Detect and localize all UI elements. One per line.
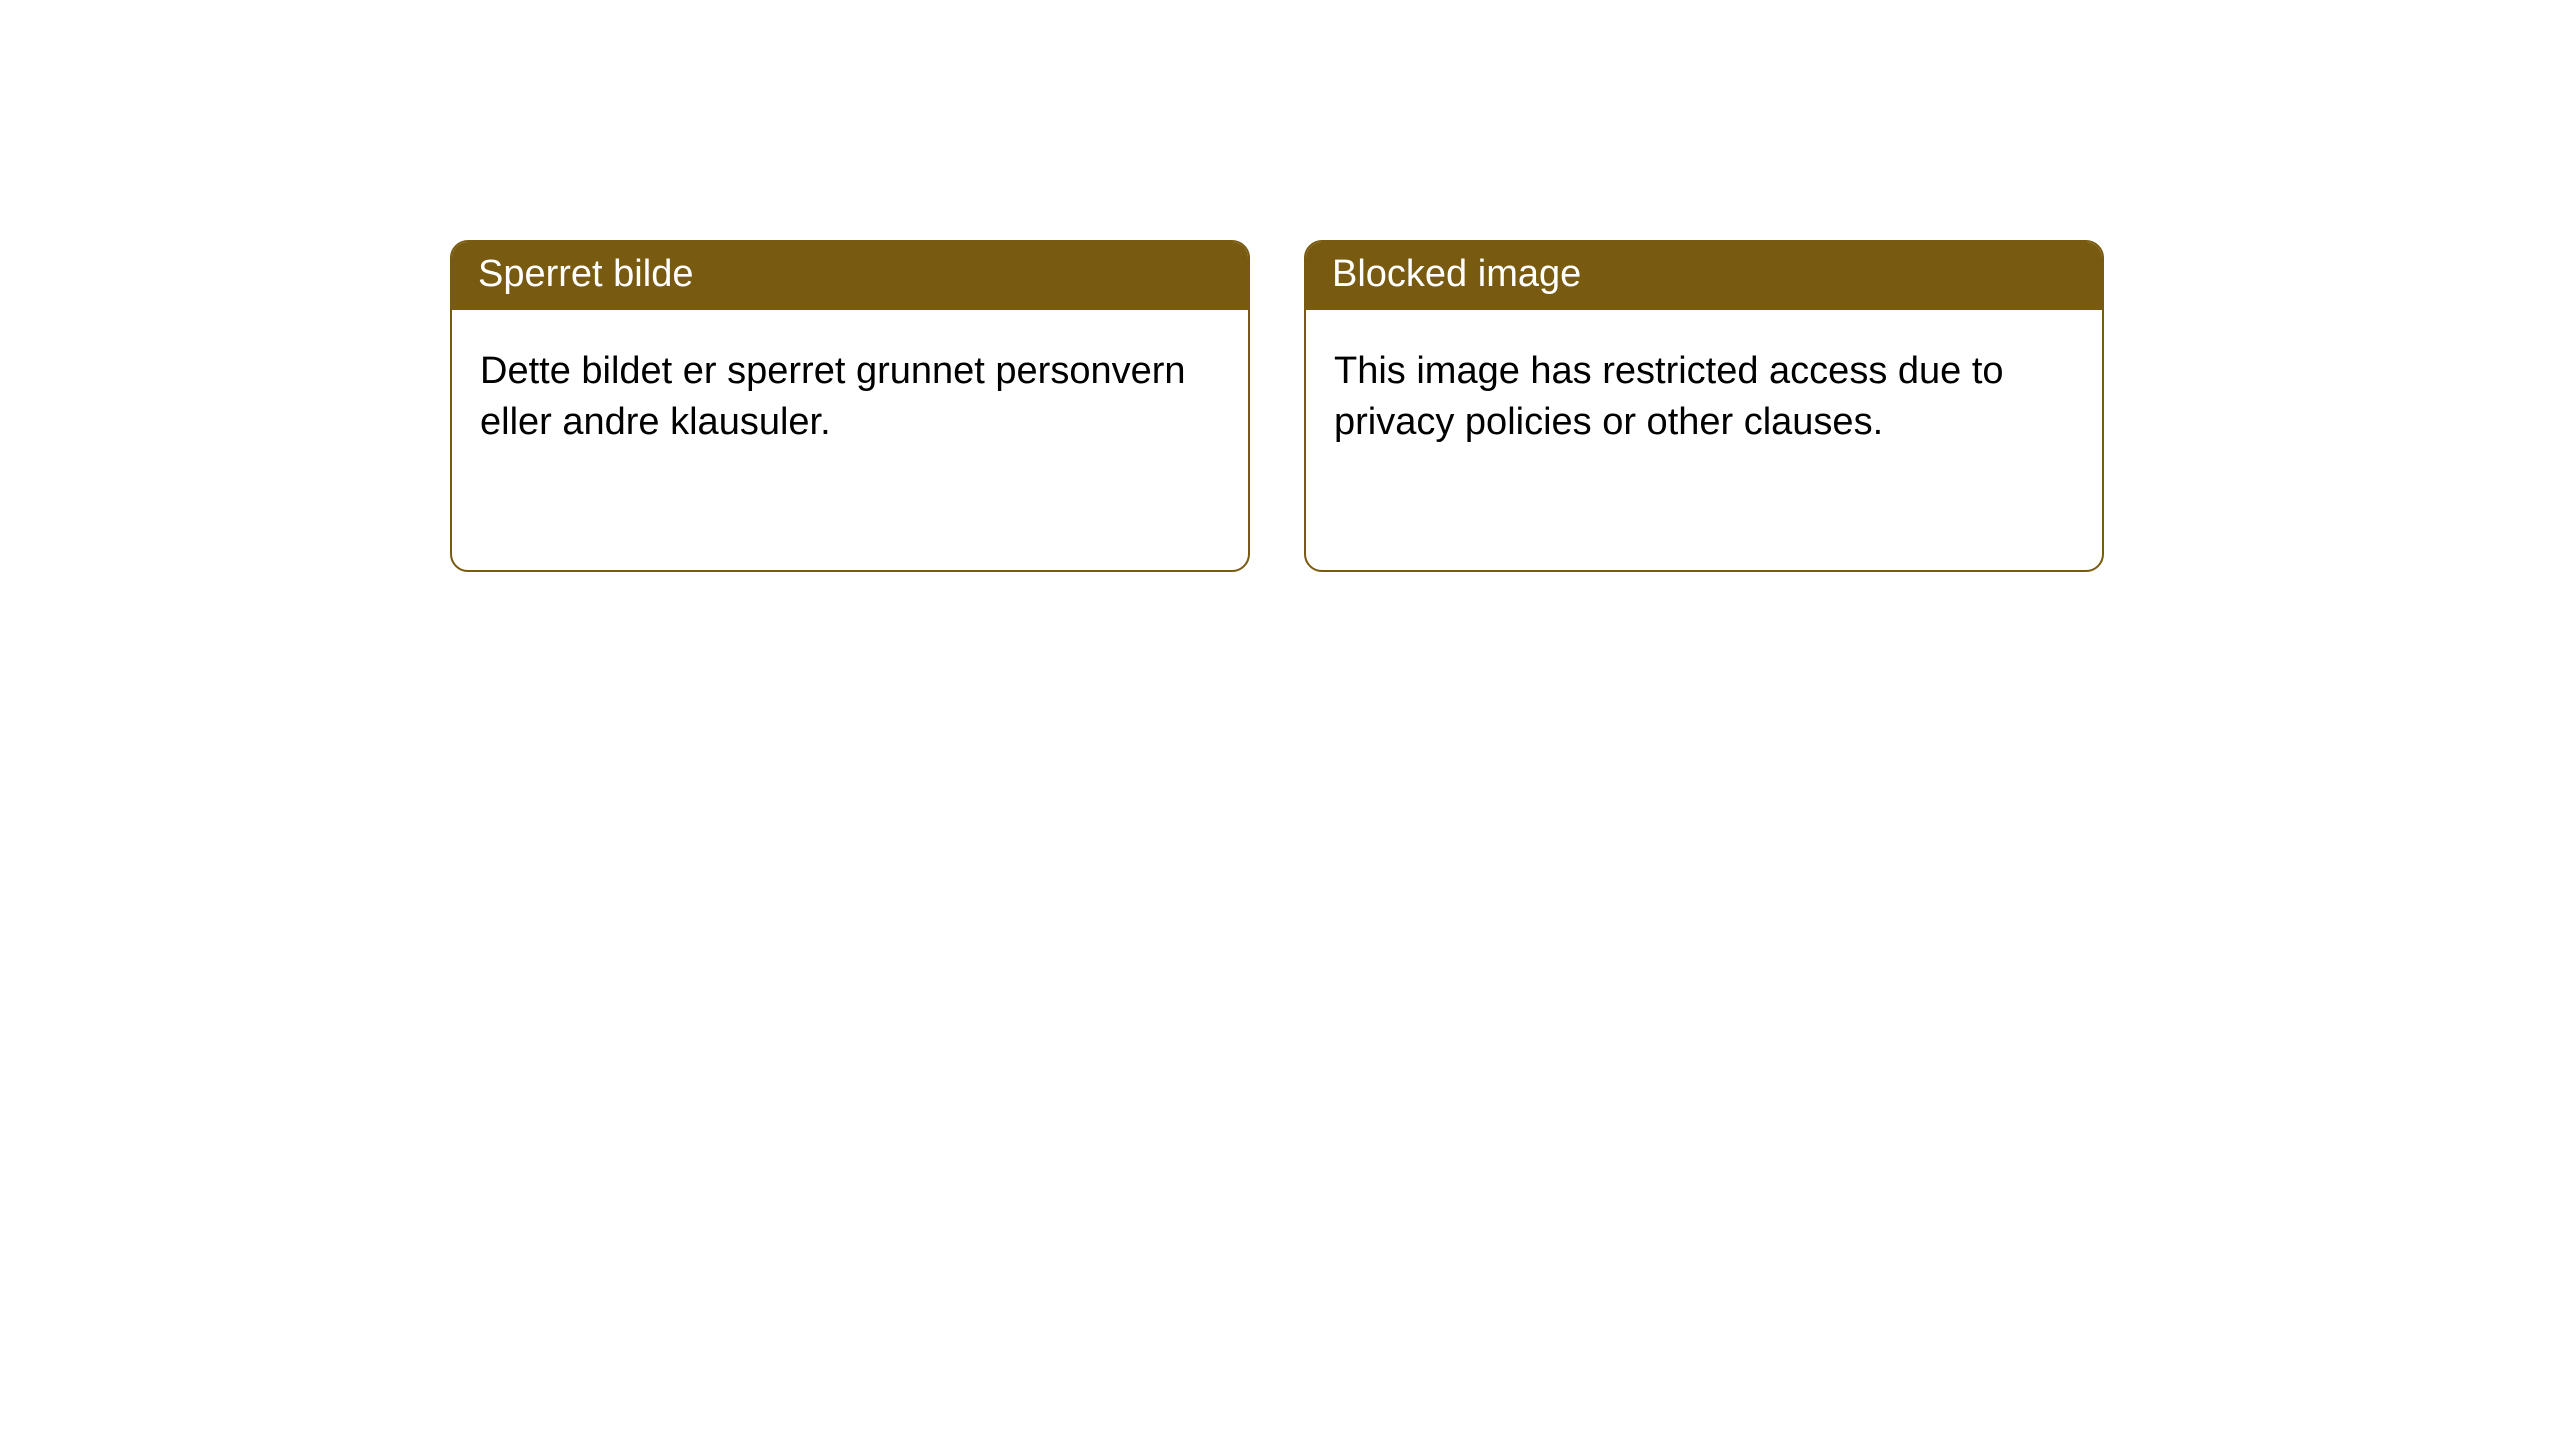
notice-card-row: Sperret bilde Dette bildet er sperret gr… <box>450 240 2560 572</box>
notice-card-body: Dette bildet er sperret grunnet personve… <box>452 310 1248 570</box>
notice-card-norwegian: Sperret bilde Dette bildet er sperret gr… <box>450 240 1250 572</box>
notice-card-body: This image has restricted access due to … <box>1306 310 2102 570</box>
notice-card-title: Blocked image <box>1306 242 2102 310</box>
notice-card-english: Blocked image This image has restricted … <box>1304 240 2104 572</box>
notice-card-title: Sperret bilde <box>452 242 1248 310</box>
